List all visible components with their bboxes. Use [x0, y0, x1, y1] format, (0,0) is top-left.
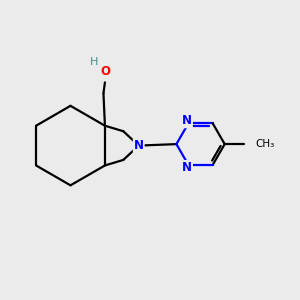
- Text: H: H: [89, 57, 98, 67]
- Text: CH₃: CH₃: [255, 139, 274, 149]
- Text: N: N: [182, 114, 192, 127]
- Text: O: O: [100, 65, 110, 78]
- Text: N: N: [134, 139, 144, 152]
- Text: N: N: [182, 161, 192, 174]
